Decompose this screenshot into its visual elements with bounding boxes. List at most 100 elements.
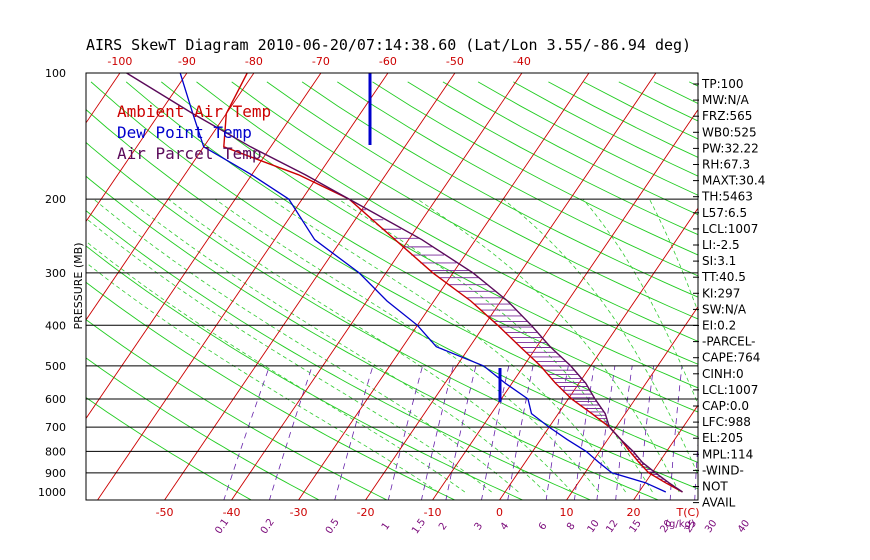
isotherm-line [86,73,322,420]
mixing-ratio-line [421,365,454,500]
top-temp-tick-label: -70 [312,55,330,68]
mixing-ratio-line [223,365,270,500]
dry-adiabat-line [196,81,698,365]
legend-item-dew-point-temp: Dew Point Temp [117,123,252,142]
top-temp-tick-label: -100 [107,55,132,68]
dry-adiabat-line [231,81,698,342]
mixing-ratio-line [669,365,683,500]
dry-adiabat-line [86,141,698,490]
index-label: LCL:1007 [702,222,758,236]
bottom-temp-tick-label: 0 [496,506,503,519]
dry-adiabat-line [301,81,698,298]
top-temp-tick-label: -90 [178,55,196,68]
mixing-ratio-tick-label: 0.2 [259,517,277,536]
index-label: MAXT:30.4 [702,174,765,188]
mixing-ratio-line [445,365,477,500]
index-label: EL:205 [702,431,743,445]
moist-adiabat-line [93,198,519,493]
mixing-ratio-tick-label: 15 [628,518,644,535]
index-label: FRZ:565 [702,109,752,123]
pressure-tick-label: 900 [45,467,66,480]
bottom-temp-tick-label: 10 [560,506,574,519]
temp-unit-label: T(C) [676,506,700,519]
index-label: MW:N/A [702,93,750,107]
mixing-ratio-line [481,365,510,500]
index-label: WB0:525 [702,125,757,139]
index-label: SI:3.1 [702,254,736,268]
isotherm-line [767,64,870,501]
isotherm-line [86,73,121,124]
mixing-ratio-line [545,365,569,500]
mixing-ratio-line [387,365,423,500]
index-label: TH:5463 [701,190,753,204]
dew-point-temp-line [179,73,667,493]
index-label: LFC:988 [702,415,751,429]
dry-adiabat-line [86,357,321,500]
dry-adiabat-line [513,81,698,177]
index-label: LCL:1007 [702,383,758,397]
index-label: -WIND- [702,463,744,477]
top-temp-tick-label: -40 [513,55,531,68]
mixing-ratio-tick-label: 10 [586,518,602,535]
index-label: -PARCEL- [702,335,756,349]
index-label: PW:32.22 [702,141,759,155]
plot-frame [85,72,699,501]
pressure-tick-label: 400 [45,319,66,332]
mixing-ratio-line [269,365,313,500]
pressure-tick-label: 600 [45,393,66,406]
dry-adiabat-line [372,81,698,256]
isotherm-line [499,207,698,500]
index-label: EI:0.2 [702,319,736,333]
dry-adiabat-line [266,81,698,320]
isotherm-line [834,64,870,501]
bottom-temp-tick-label: -30 [290,506,308,519]
index-label: RH:67.3 [702,158,750,172]
index-label: CAP:0.0 [702,399,749,413]
mixing-ratio-line [615,365,633,500]
pressure-tick-label: 800 [45,445,66,458]
mixing-ratio-tick-label: 3 [473,521,486,533]
legend-item-ambient-air-temp: Ambient Air Temp [117,102,271,121]
air-parcel-temp-line [126,73,683,493]
isotherm-line [365,73,657,500]
mixing-ratio-tick-label: 12 [604,518,620,535]
mixing-ratio-tick-label: 30 [703,518,719,535]
mixing-ratio-line [574,365,595,500]
bottom-temp-tick-label: 20 [627,506,641,519]
mixing-ratio-tick-label: 4 [499,521,512,533]
top-temp-tick-label: -60 [379,55,397,68]
index-label: LI:-2.5 [702,238,740,252]
bottom-temp-tick-label: -20 [357,506,375,519]
mixing-ratio-tick-label: 6 [537,521,550,533]
isotherm-line [97,73,389,500]
mixing-ratio-line [638,365,654,500]
dry-adiabat-line [86,396,253,500]
moist-adiabat-line [167,198,573,493]
isotherm-line [231,73,523,500]
isotherm-line [164,73,456,500]
pressure-tick-label: 300 [45,267,66,280]
moist-adiabat-line [270,198,626,493]
index-label: SW:N/A [702,302,747,316]
pressure-tick-label: 100 [45,67,66,80]
top-temp-tick-label: -50 [446,55,464,68]
dry-adiabat-line [125,81,698,413]
mixing-ratio-tick-label: 2 [437,521,450,533]
mixing-ratio-tick-label: 0.5 [324,517,342,536]
index-label: TP:100 [701,77,744,91]
isotherm-line [633,404,698,500]
isotherm-line [86,73,255,321]
pressure-tick-label: 500 [45,360,66,373]
dry-adiabat-line [653,81,698,104]
y-axis-label: PRESSURE (MB) [72,243,85,330]
dry-adiabat-line [86,245,524,500]
moist-adiabat-line [86,240,466,493]
index-label: L57:6.5 [702,206,747,220]
mixing-ratio-tick-label: 1 [380,521,393,533]
dry-adiabat-line [86,281,456,500]
moist-adiabat-line [502,198,698,476]
index-label: NOT [702,480,728,494]
dry-adiabat-line [337,81,698,277]
bottom-temp-tick-label: -50 [156,506,174,519]
pressure-tick-label: 200 [45,193,66,206]
